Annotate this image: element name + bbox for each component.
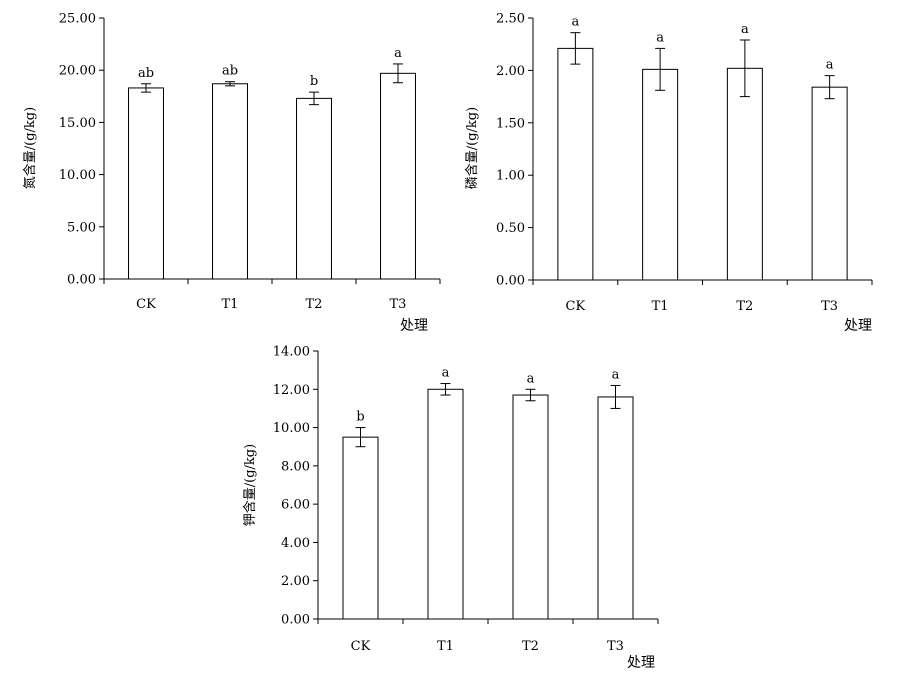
x-tick-label: T2 <box>522 639 539 654</box>
y-tick-label: 25.00 <box>59 12 96 27</box>
significance-label: a <box>612 367 620 382</box>
chart-panel-1: 0.00 5.00 10.00 15.00 20.00 25.00 ab CK ab T1 b T2 a… <box>22 12 441 334</box>
y-tick-label: 10.00 <box>59 168 96 183</box>
x-axis-title: 处理 <box>844 318 872 334</box>
significance-label: a <box>741 22 749 37</box>
bar-t3 <box>380 72 416 280</box>
x-tick-label: T3 <box>821 299 838 314</box>
x-tick-label: T1 <box>222 297 239 312</box>
y-tick-label: 1.50 <box>496 116 525 131</box>
significance-label: b <box>356 410 364 425</box>
bar-t2 <box>296 97 332 280</box>
y-axis-title: 磷含量/(g/kg) <box>464 107 480 189</box>
bar-ck <box>342 436 379 620</box>
significance-label: b <box>310 74 318 89</box>
x-axis-title: 处理 <box>627 655 655 671</box>
significance-label: ab <box>138 66 154 81</box>
y-tick-label: 2.00 <box>496 64 525 79</box>
y-tick-label: 2.00 <box>281 574 310 589</box>
y-tick-label: 4.00 <box>281 536 310 551</box>
bar-t3 <box>811 86 848 281</box>
x-tick-label: T2 <box>736 299 753 314</box>
x-tick-label: T1 <box>437 639 454 654</box>
y-tick-label: 14.00 <box>273 345 310 360</box>
bar-t1 <box>427 388 464 620</box>
significance-label: a <box>442 366 450 381</box>
y-tick-label: 2.50 <box>496 12 525 27</box>
y-tick-label: 0.00 <box>281 613 310 628</box>
bar-t2 <box>726 67 763 281</box>
bar-t2 <box>512 394 549 620</box>
y-axis-title: 氮含量/(g/kg) <box>22 107 38 189</box>
x-tick-label: CK <box>566 299 586 314</box>
chart-panel-3: 0.00 2.00 4.00 6.00 8.00 10.00 12.00 14.00 b CK a T… <box>242 345 659 671</box>
chart-panel-2: 0.00 0.50 1.00 1.50 2.00 2.50 a CK a T1 a T2 a T3 磷含量/… <box>464 12 873 334</box>
significance-label: a <box>527 371 535 386</box>
significance-label: ab <box>222 64 238 79</box>
x-tick-label: CK <box>351 639 371 654</box>
y-tick-label: 0.50 <box>496 221 525 236</box>
y-axis-title: 钾含量/(g/kg) <box>242 444 258 526</box>
y-tick-label: 20.00 <box>59 64 96 79</box>
y-tick-label: 8.00 <box>281 459 310 474</box>
x-tick-label: T3 <box>607 639 624 654</box>
bar-ck <box>557 47 594 281</box>
significance-label: a <box>394 46 402 61</box>
bar-ck <box>128 87 164 280</box>
bar-t1 <box>642 68 679 281</box>
y-tick-label: 5.00 <box>67 220 96 235</box>
y-tick-label: 0.00 <box>67 273 96 288</box>
y-tick-label: 0.00 <box>496 274 525 289</box>
significance-label: a <box>656 30 664 45</box>
y-tick-label: 12.00 <box>273 383 310 398</box>
y-tick-label: 15.00 <box>59 116 96 131</box>
significance-label: a <box>571 15 579 30</box>
x-tick-label: T2 <box>306 297 323 312</box>
y-tick-label: 1.00 <box>496 169 525 184</box>
x-axis-title: 处理 <box>400 318 428 334</box>
bar-t3 <box>597 396 634 620</box>
significance-label: a <box>826 58 834 73</box>
bar-t1 <box>212 83 248 280</box>
y-tick-label: 10.00 <box>273 421 310 436</box>
x-tick-label: T3 <box>390 297 407 312</box>
y-tick-label: 6.00 <box>281 498 310 513</box>
x-tick-label: CK <box>136 297 156 312</box>
x-tick-label: T1 <box>652 299 669 314</box>
